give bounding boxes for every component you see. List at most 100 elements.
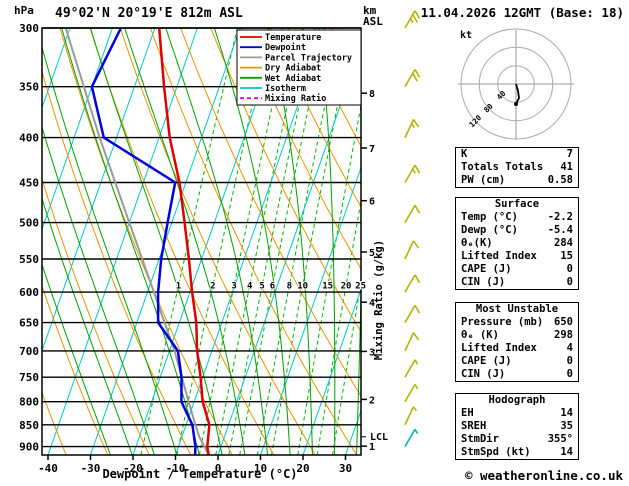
pressure-tick-label: 500: [19, 217, 39, 230]
mixing-ratio-value: 5: [259, 282, 264, 292]
hodograph-trace-end: [514, 102, 518, 106]
table-row: θₑ(K) 284: [456, 237, 578, 250]
mixing-ratio-value: 3: [231, 282, 236, 292]
mixing-ratio-lines: [140, 28, 361, 455]
legend-label: Isotherm: [265, 84, 306, 94]
mixing-ratio-labels: 1 2 3 4 5 6 8 10 15 20 25: [175, 281, 367, 293]
temp-tick-label: -40: [38, 462, 58, 475]
alt-unit-km-label: km: [363, 4, 377, 17]
temp-tick-label: 0: [215, 462, 222, 475]
km-tick-label: 3: [369, 347, 375, 358]
mixing-ratio-value: 2: [210, 282, 215, 292]
km-tick-label: 4: [369, 298, 375, 309]
table-row: Totals Totals 41: [456, 161, 578, 174]
row-label: CIN (J): [461, 276, 506, 288]
row-value: 0: [566, 355, 573, 367]
alt-unit-asl-label: ASL: [363, 15, 383, 28]
wind-barbs: [404, 10, 421, 448]
row-label: SREH: [461, 420, 487, 432]
table-header: Hodograph: [488, 394, 546, 406]
x-axis-title: Dewpoint / Temperature (°C): [102, 467, 297, 481]
temperature-line: [157, 28, 211, 455]
wind-barb: [404, 240, 420, 260]
table-row: CAPE (J) 0: [456, 355, 578, 368]
hodograph-ring: [478, 46, 554, 122]
dewpoint-line: [90, 28, 197, 455]
row-value: 298: [554, 329, 573, 341]
row-value: 4: [566, 342, 573, 354]
wind-barb: [404, 68, 421, 88]
row-label: θₑ(K): [461, 237, 493, 249]
temp-tick-label: 30: [339, 462, 352, 475]
row-value: 7: [566, 148, 573, 160]
temp-tick-label: -20: [123, 462, 143, 475]
legend-label: Dewpoint: [265, 42, 306, 53]
row-value: 14: [560, 407, 573, 419]
table-row: SREH 35: [456, 420, 578, 433]
wind-barb: [404, 10, 421, 29]
mixing-ratio-value: 4: [247, 282, 253, 292]
row-label: K: [461, 148, 468, 160]
row-value: 35: [560, 420, 573, 432]
pressure-tick-label: 550: [19, 253, 39, 266]
row-label: θₑ (K): [461, 329, 499, 341]
table-row: EH 14: [456, 407, 578, 420]
km-tick-label: 7: [369, 144, 375, 155]
surface-table: Surface Temp (°C) -2.2 Dewp (°C) -5.4 θₑ(K) 28…: [455, 197, 579, 290]
row-value: 284: [554, 237, 573, 249]
row-value: 0: [566, 263, 573, 275]
row-value: 15: [560, 250, 573, 262]
km-tick-label: 6: [369, 197, 375, 208]
table-row: PW (cm) 0.58: [456, 174, 578, 187]
km-tick-label: 1: [369, 442, 375, 453]
wind-barb: [404, 406, 417, 426]
pressure-tick-label: 450: [19, 177, 39, 190]
table-row: CIN (J) 0: [456, 276, 578, 289]
temp-tick-label: -30: [81, 462, 101, 475]
temp-tick-label: 10: [254, 462, 267, 475]
pressure-tick-label: 700: [19, 345, 39, 358]
row-value: 0.58: [547, 174, 573, 186]
indices-table: K 7 Totals Totals 41 PW (cm) 0.58: [455, 147, 579, 188]
plot-area: 1 2 3 4 5 6 8 10 15 20 253003504004505005506006507…: [19, 10, 421, 475]
row-label: Temp (°C): [461, 211, 518, 223]
row-value: 650: [554, 316, 573, 328]
row-label: StmDir: [461, 433, 499, 445]
row-value: -5.4: [547, 224, 573, 236]
mixing-ratio-value: 10: [297, 282, 308, 292]
background-lines: [42, 28, 361, 455]
wind-barb: [404, 428, 419, 448]
table-row: StmDir 355°: [456, 433, 578, 446]
legend-label: Dry Adiabat: [265, 63, 321, 74]
pressure-tick-label: 300: [19, 22, 39, 35]
pressure-tick-label: 350: [19, 81, 39, 94]
temp-tick-label: 20: [296, 462, 309, 475]
isotherms: [42, 28, 361, 455]
dry-adiabats: [42, 28, 361, 455]
pressure-tick-label: 600: [19, 286, 39, 299]
legend-label: Temperature: [265, 33, 321, 43]
mixing-ratio-value: 25: [355, 282, 366, 292]
pressure-tick-label: 750: [19, 371, 39, 384]
wind-barb: [404, 119, 420, 138]
copyright: © weatheronline.co.uk: [464, 468, 623, 483]
table-row: θₑ (K) 298: [456, 329, 578, 342]
table-row: Dewp (°C) -5.4: [456, 224, 578, 237]
table-header: Surface: [494, 198, 540, 210]
station-title: 49°02'N 20°19'E 812m ASL: [55, 6, 243, 21]
row-value: 14: [560, 446, 573, 458]
table-row: Pressure (mb) 650: [456, 316, 578, 329]
km-axis: 1 2 3 4 5 6 7 8: [361, 89, 375, 453]
pressure-tick-label: 800: [19, 396, 39, 409]
row-value: 355°: [547, 433, 573, 445]
pressure-unit-label: hPa: [14, 4, 34, 17]
row-value: -2.2: [547, 211, 573, 223]
row-label: CIN (J): [461, 368, 506, 380]
row-label: StmSpd (kt): [461, 446, 531, 458]
parcel-trajectory-line: [64, 28, 210, 455]
hodograph-unit-label: kt: [460, 30, 472, 41]
mixing-ratio-value: 1: [176, 282, 181, 292]
